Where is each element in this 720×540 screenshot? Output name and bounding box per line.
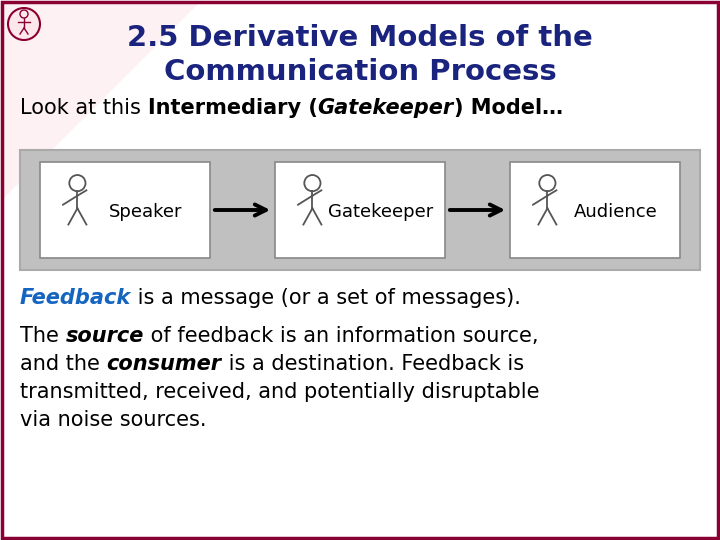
Text: Feedback: Feedback	[20, 288, 131, 308]
Text: via noise sources.: via noise sources.	[20, 410, 207, 430]
Polygon shape	[2, 2, 200, 200]
Text: and the: and the	[20, 354, 107, 374]
Text: is a message (or a set of messages).: is a message (or a set of messages).	[131, 288, 521, 308]
Bar	[510, 162, 680, 258]
Circle shape	[8, 8, 40, 40]
Text: ) Model…: ) Model…	[454, 98, 562, 118]
Text: Communication Process: Communication Process	[163, 58, 557, 86]
Text: Gatekeeper: Gatekeeper	[328, 203, 433, 221]
Text: source: source	[66, 326, 144, 346]
Bar	[40, 162, 210, 258]
Bar	[275, 162, 445, 258]
Bar	[20, 150, 700, 270]
Text: Speaker: Speaker	[109, 203, 182, 221]
Text: Intermediary (: Intermediary (	[148, 98, 318, 118]
Text: Look at this: Look at this	[20, 98, 148, 118]
Text: 2.5 Derivative Models of the: 2.5 Derivative Models of the	[127, 24, 593, 52]
Text: consumer: consumer	[107, 354, 222, 374]
Text: The: The	[20, 326, 66, 346]
Text: Gatekeeper: Gatekeeper	[318, 98, 454, 118]
Text: Audience: Audience	[574, 203, 657, 221]
Circle shape	[20, 10, 28, 18]
Text: transmitted, received, and potentially disruptable: transmitted, received, and potentially d…	[20, 382, 539, 402]
Text: of feedback is an information source,: of feedback is an information source,	[144, 326, 539, 346]
Text: is a destination. Feedback is: is a destination. Feedback is	[222, 354, 523, 374]
